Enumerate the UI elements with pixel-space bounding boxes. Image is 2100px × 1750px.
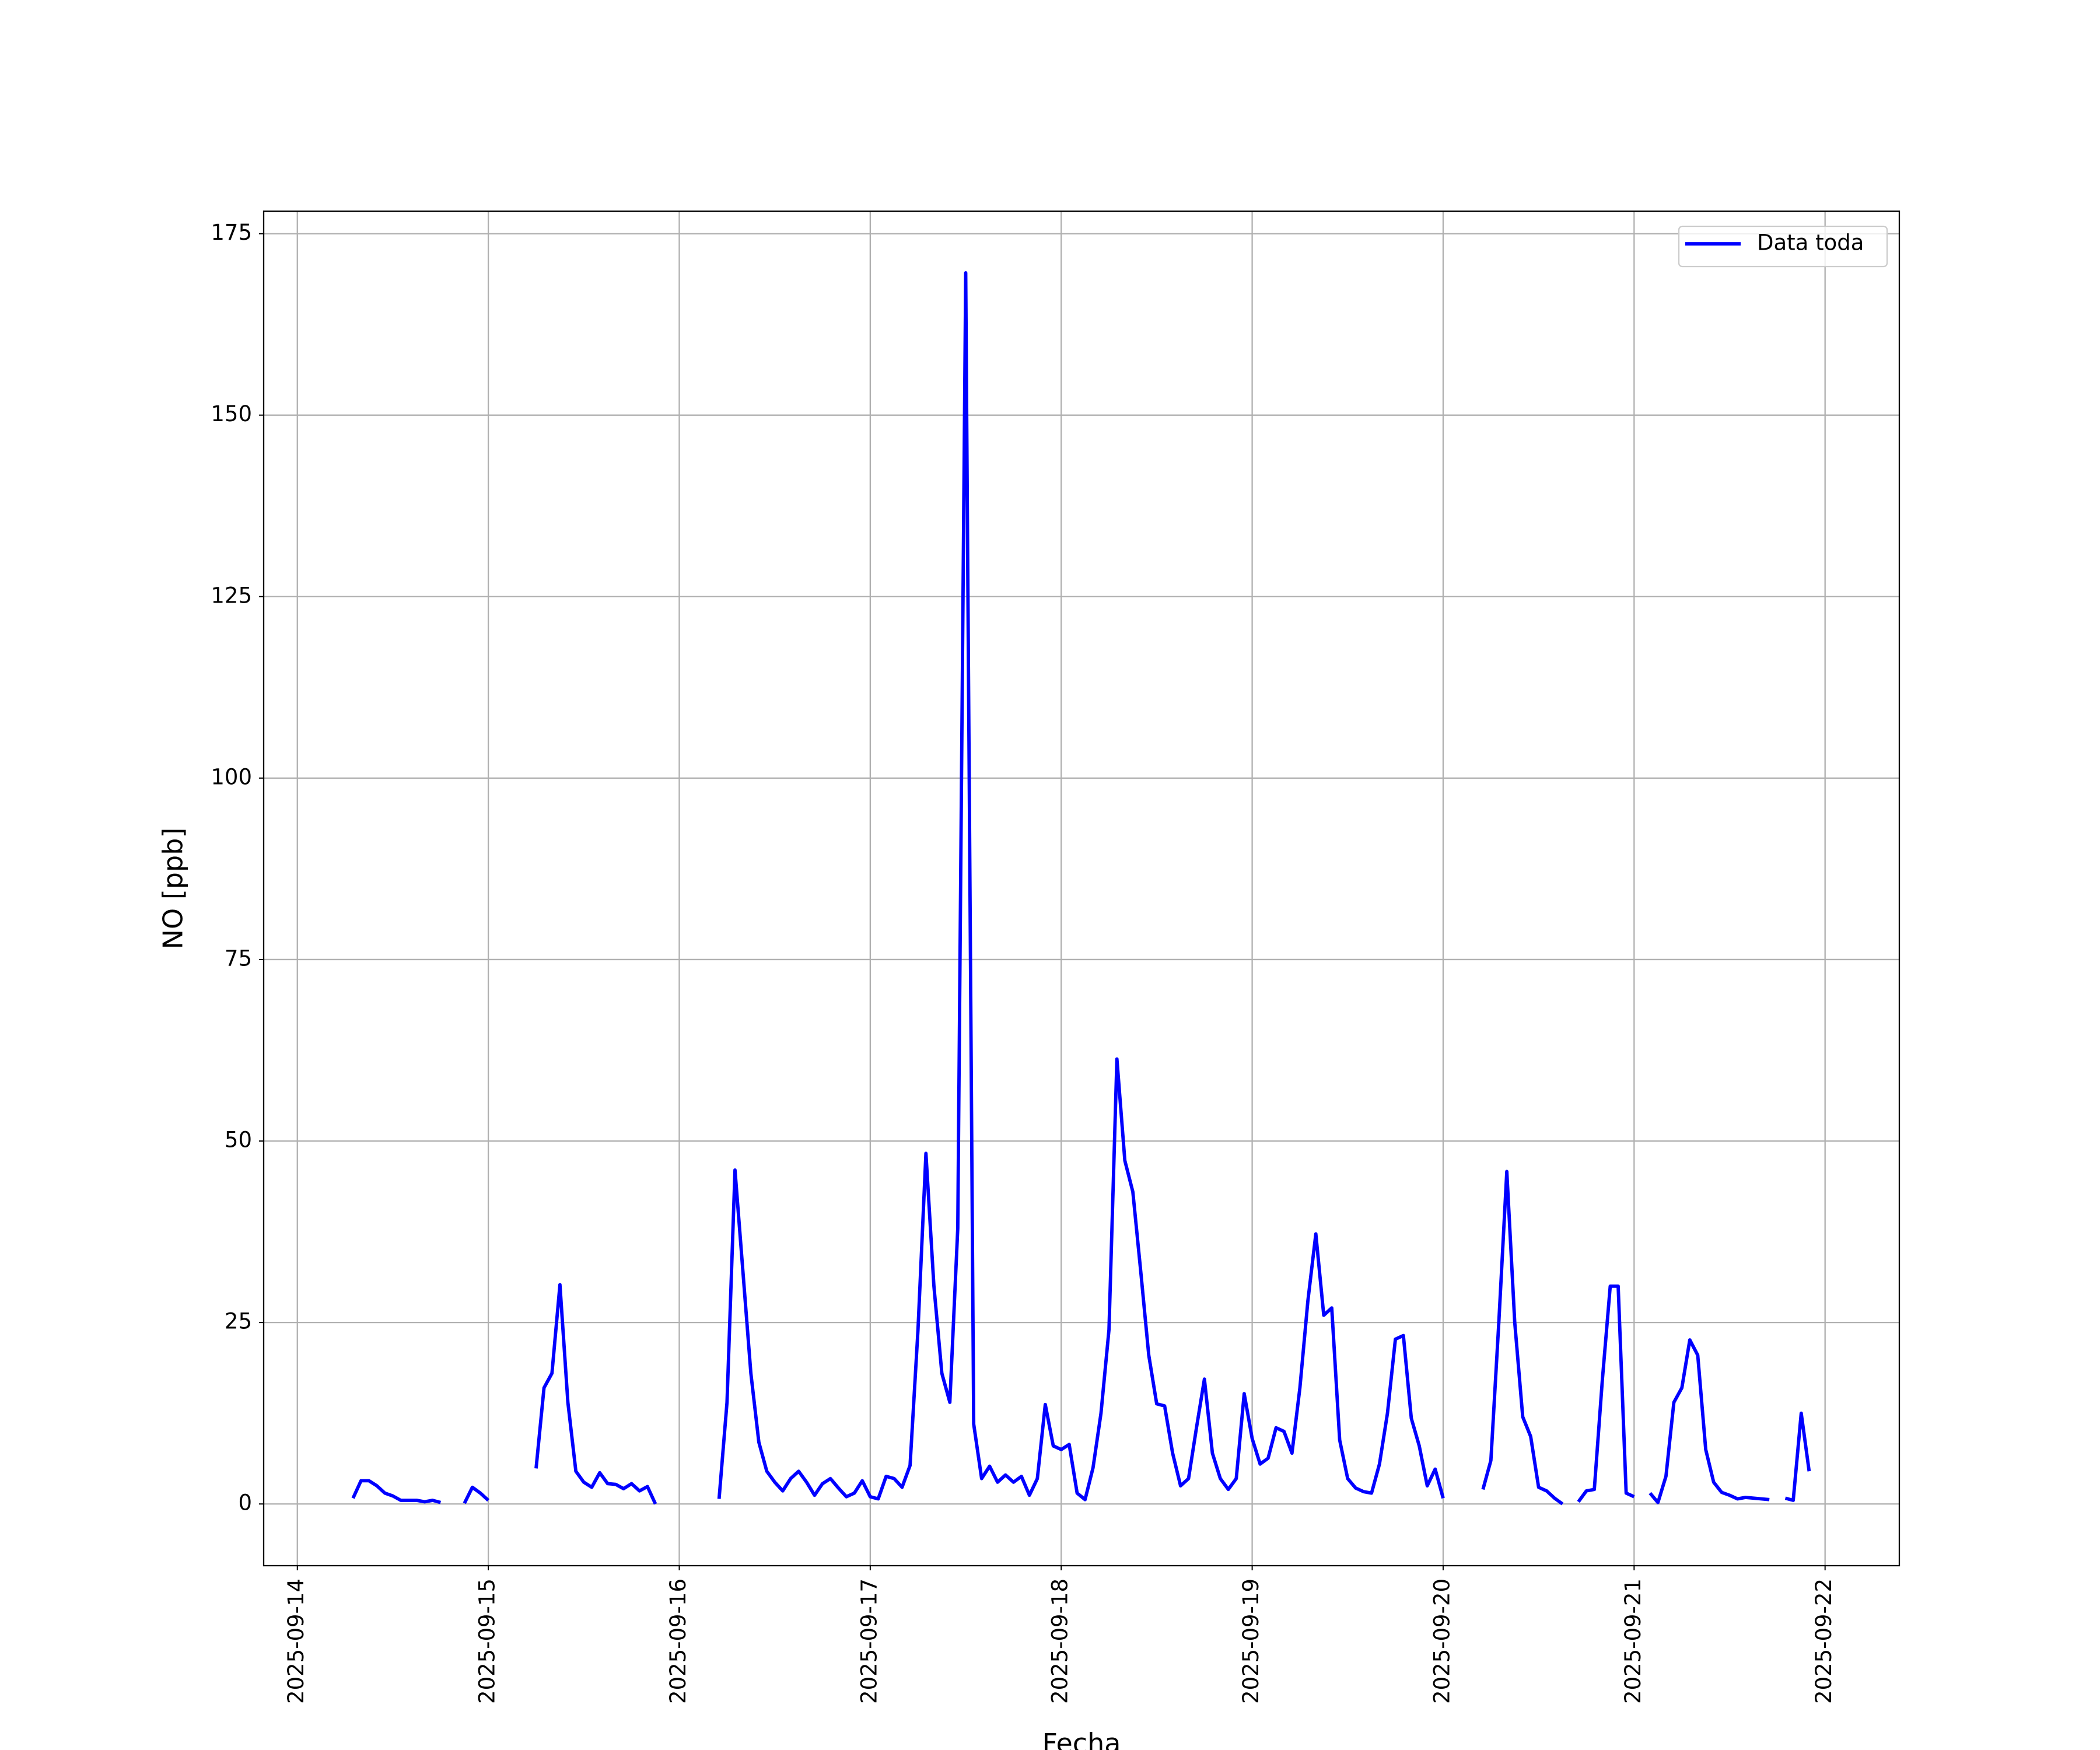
y-tick-label: 50 — [225, 1128, 252, 1153]
x-tick-label: 2025-09-22 — [1811, 1578, 1836, 1704]
data-line — [351, 271, 1811, 1506]
legend-box — [1678, 225, 1888, 268]
x-tick-label: 2025-09-17 — [856, 1578, 881, 1704]
axes-frame — [262, 210, 1901, 1567]
y-tick-label: 0 — [238, 1490, 252, 1516]
x-tick-label: 2025-09-20 — [1429, 1578, 1454, 1704]
x-tick-label: 2025-09-19 — [1238, 1578, 1264, 1704]
x-tick-label: 2025-09-21 — [1620, 1578, 1646, 1704]
y-tick-label: 175 — [211, 220, 252, 245]
x-tick-label: 2025-09-18 — [1048, 1578, 1073, 1704]
x-axis-label: Fecha — [1042, 1728, 1121, 1750]
y-axis-label: NO [ppb] — [158, 828, 189, 950]
x-tick-label: 2025-09-15 — [475, 1578, 500, 1704]
y-tick-label: 100 — [211, 764, 252, 789]
x-tick-label: 2025-09-14 — [284, 1578, 309, 1704]
legend-label: Data toda — [1757, 230, 1864, 256]
y-tick-label: 75 — [225, 946, 252, 971]
y-tick-label: 150 — [211, 401, 252, 426]
x-tick-label: 2025-09-16 — [666, 1578, 691, 1704]
y-tick-label: 25 — [225, 1309, 252, 1334]
y-tick-label: 125 — [211, 583, 252, 608]
